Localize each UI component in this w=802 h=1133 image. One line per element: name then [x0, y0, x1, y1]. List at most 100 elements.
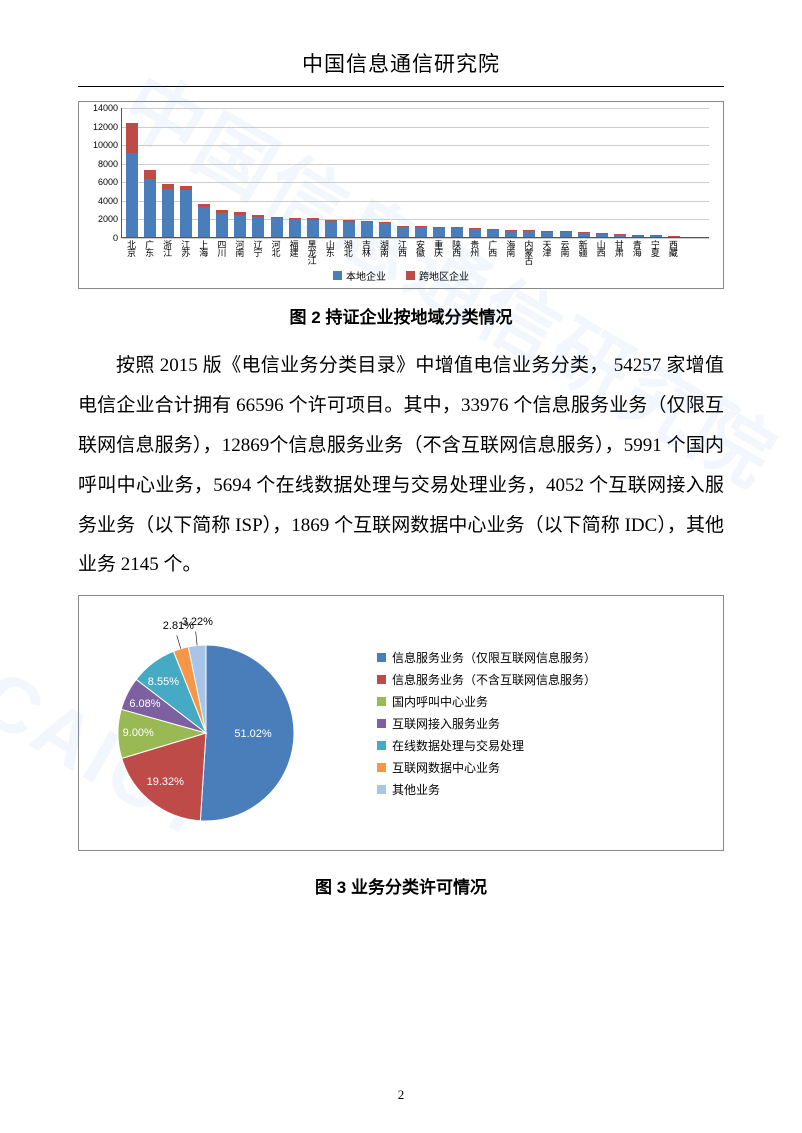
bar-segment-local [451, 228, 463, 237]
pie-slice-label: 51.02% [234, 728, 271, 740]
bar-segment-local [523, 231, 535, 237]
pie-legend-item: 信息服务业务（仅限互联网信息服务） [377, 649, 711, 666]
bar-segment-cross [162, 184, 174, 189]
page-header-title: 中国信息通信研究院 [78, 48, 724, 86]
bar-legend-item: 本地企业 [333, 268, 386, 283]
bar-chart: 02000400060008000100001200014000北京广东浙江江苏… [78, 101, 724, 289]
pie-chart-caption: 图 3 业务分类许可情况 [78, 873, 724, 898]
pie-leader-line [177, 636, 181, 649]
bar-segment-local [216, 213, 228, 237]
bar-segment-local [505, 231, 517, 238]
x-tick-label: 陕西 [451, 240, 463, 256]
x-tick-label: 湖北 [343, 240, 355, 256]
x-tick-label: 浙江 [162, 240, 174, 256]
bar-segment-local [162, 189, 174, 237]
bar-segment-cross [325, 220, 337, 221]
bar-segment-cross [361, 221, 373, 222]
legend-label: 跨地区企业 [419, 268, 469, 283]
bar-segment-cross [252, 215, 264, 217]
pie-slice-label: 19.32% [147, 776, 184, 788]
bar-segment-local [541, 231, 553, 237]
legend-label: 本地企业 [346, 268, 386, 283]
pie-legend-item: 互联网数据中心业务 [377, 759, 711, 776]
legend-label: 信息服务业务（不含互联网信息服务） [392, 671, 596, 688]
bar-segment-cross [541, 231, 553, 232]
bar-segment-local [632, 235, 644, 237]
legend-swatch [377, 785, 386, 794]
bar-segment-local [307, 220, 319, 237]
x-tick-label: 湖南 [379, 240, 391, 256]
legend-swatch [377, 653, 386, 662]
x-tick-label: 山东 [325, 240, 337, 256]
bar-segment-local [668, 236, 680, 237]
x-tick-label: 福建 [289, 240, 301, 256]
x-tick-label: 辽宁 [252, 240, 264, 256]
grid-line [122, 164, 709, 165]
bar-segment-cross [216, 210, 228, 213]
x-tick-label: 江西 [397, 240, 409, 256]
y-tick-label: 2000 [88, 214, 118, 224]
bar-segment-local [198, 207, 210, 237]
bar-segment-cross [271, 217, 283, 219]
bar-chart-caption: 图 2 持证企业按地域分类情况 [78, 303, 724, 328]
x-tick-label: 贵州 [469, 240, 481, 256]
legend-label: 在线数据处理与交易处理 [392, 737, 524, 754]
x-tick-label: 重庆 [433, 240, 445, 256]
pie-legend-item: 其他业务 [377, 781, 711, 798]
pie-slice-label: 8.55% [148, 676, 179, 688]
x-tick-label: 河北 [271, 240, 283, 256]
pie-legend-item: 信息服务业务（不含互联网信息服务） [377, 671, 711, 688]
x-tick-label: 北京 [126, 240, 138, 256]
x-tick-label: 海南 [505, 240, 517, 256]
legend-swatch [377, 741, 386, 750]
x-tick-label: 天津 [541, 240, 553, 256]
bar-segment-local [343, 222, 355, 237]
bar-segment-cross [487, 229, 499, 230]
x-tick-label: 西藏 [668, 240, 680, 256]
bar-segment-cross [343, 220, 355, 221]
bar-segment-cross [289, 218, 301, 220]
bar-segment-local [433, 228, 445, 237]
y-tick-label: 6000 [88, 177, 118, 187]
pie-legend-item: 国内呼叫中心业务 [377, 693, 711, 710]
bar-segment-cross [307, 218, 319, 220]
pie-legend: 信息服务业务（仅限互联网信息服务） 信息服务业务（不含互联网信息服务） 国内呼叫中心… [351, 644, 711, 803]
bar-legend: 本地企业 跨地区企业 [87, 268, 715, 283]
bar-segment-local [614, 234, 626, 237]
x-tick-label: 甘肃 [614, 240, 626, 256]
x-tick-label: 新疆 [578, 240, 590, 256]
grid-line [122, 127, 709, 128]
legend-swatch [377, 697, 386, 706]
pie-wrap: 51.02%19.32%9.00%6.08%8.55%2.81%3.22% [91, 613, 351, 833]
legend-label: 国内呼叫中心业务 [392, 693, 488, 710]
y-tick-label: 4000 [88, 196, 118, 206]
y-tick-label: 14000 [88, 103, 118, 113]
pie-slice-label: 6.08% [129, 698, 160, 710]
bar-segment-local [271, 218, 283, 237]
grid-line [122, 201, 709, 202]
legend-swatch [333, 271, 342, 280]
bar-segment-local [469, 229, 481, 237]
y-tick-label: 8000 [88, 159, 118, 169]
y-tick-label: 10000 [88, 140, 118, 150]
bar-segment-cross [469, 228, 481, 229]
bar-segment-cross [198, 204, 210, 207]
legend-label: 互联网接入服务业务 [392, 715, 500, 732]
page: 中国信息通信研究院 CAICT 中国信息通信研究院 02000400060008… [0, 0, 802, 1133]
bar-segment-cross [451, 227, 463, 228]
bar-segment-local [126, 153, 138, 237]
legend-label: 信息服务业务（仅限互联网信息服务） [392, 649, 596, 666]
x-tick-label: 山西 [596, 240, 608, 256]
bar-segment-cross [415, 226, 427, 227]
bar-segment-local [325, 221, 337, 237]
bar-segment-local [234, 215, 246, 237]
bar-segment-local [596, 234, 608, 237]
bar-segment-local [252, 217, 264, 237]
bar-segment-local [415, 227, 427, 237]
x-tick-label: 宁夏 [650, 240, 662, 256]
x-tick-label: 广东 [144, 240, 156, 256]
x-tick-label: 青海 [632, 240, 644, 256]
header-rule [78, 86, 724, 87]
x-tick-label: 广西 [487, 240, 499, 256]
pie-slice-label: 9.00% [123, 727, 154, 739]
